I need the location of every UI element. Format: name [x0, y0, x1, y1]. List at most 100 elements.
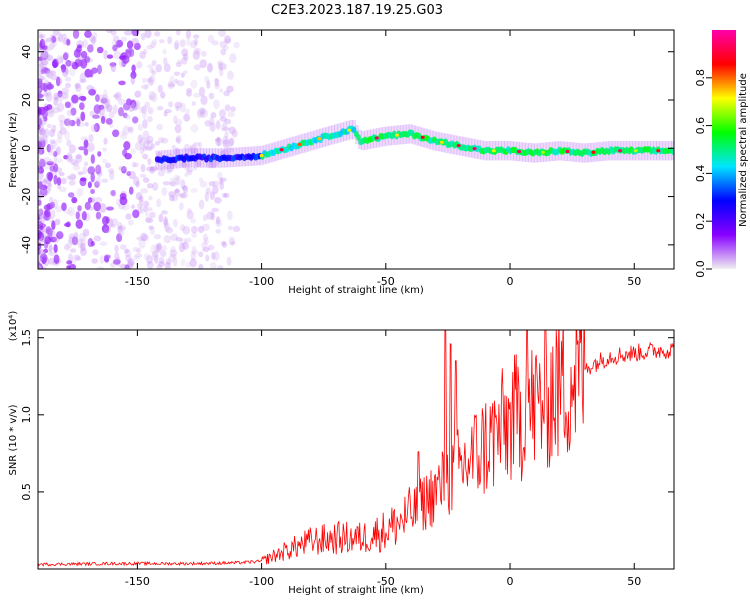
heatmap-cell — [147, 106, 154, 115]
spectrogram-frame — [37, 29, 675, 270]
heatmap-cell — [112, 104, 118, 114]
heatmap-cell — [210, 211, 215, 221]
y-tick-label: -20 — [20, 188, 33, 206]
heatmap-cell — [145, 217, 154, 224]
heatmap-cell — [68, 119, 76, 127]
heatmap-cell — [139, 137, 146, 146]
heatmap-cell — [161, 187, 168, 196]
heatmap-cell — [64, 243, 71, 251]
heatmap-cell — [193, 92, 201, 98]
heatmap-cell — [132, 162, 139, 168]
heatmap-cell — [170, 253, 177, 259]
heatmap-cell — [70, 60, 75, 66]
heatmap-cell — [80, 111, 86, 122]
heatmap-cell — [124, 249, 132, 258]
heatmap-cell — [90, 154, 95, 164]
heatmap-cell — [84, 201, 91, 211]
heatmap-cell — [146, 45, 154, 50]
heatmap-cell — [130, 71, 137, 79]
heatmap-cell — [169, 75, 175, 86]
heatmap-cell — [224, 118, 232, 125]
heatmap-cell — [70, 107, 77, 116]
heatmap-cell — [206, 160, 214, 169]
heatmap-cell — [80, 58, 88, 69]
heatmap-cell — [132, 101, 138, 111]
heatmap-cell — [143, 200, 150, 208]
heatmap-cell — [127, 258, 135, 267]
heatmap-cell — [77, 238, 84, 249]
heatmap-cell — [202, 214, 208, 222]
heatmap-cell — [279, 148, 284, 152]
y-tick-label: 1.5 — [20, 329, 33, 347]
heatmap-cell — [151, 250, 159, 258]
colorbar-tick-label: 0.6 — [694, 117, 707, 135]
heatmap-cell — [95, 211, 102, 220]
heatmap-cell — [80, 247, 87, 256]
heatmap-cell — [193, 38, 198, 46]
heatmap-cell — [180, 192, 189, 199]
heatmap-cell — [189, 40, 198, 49]
heatmap-cell — [214, 78, 220, 87]
heatmap-cell — [55, 36, 60, 42]
snr-panel: -150 -100 -50 0 50 0.5 1.0 1.5 Height of straig… — [8, 311, 675, 596]
heatmap-cell — [214, 82, 220, 90]
heatmap-cell — [114, 91, 122, 101]
heatmap-cell — [132, 209, 140, 219]
heatmap-cell — [38, 196, 42, 203]
heatmap-cell — [127, 219, 134, 226]
heatmap-cell — [162, 57, 168, 65]
heatmap-cell — [182, 53, 189, 61]
x-tick-label: 0 — [507, 275, 514, 288]
heatmap-cell — [204, 120, 212, 127]
heatmap-cell — [182, 160, 191, 171]
heatmap-cell — [45, 92, 53, 103]
heatmap-cell — [218, 30, 226, 37]
heatmap-cell — [150, 244, 158, 254]
heatmap-cell — [189, 144, 198, 155]
x-tick-label: -100 — [249, 275, 274, 288]
heatmap-cell — [124, 264, 130, 269]
heatmap-cell — [193, 64, 201, 71]
heatmap-cell — [43, 156, 51, 164]
heatmap-cell — [227, 70, 234, 81]
heatmap-cell — [88, 133, 94, 143]
colorbar-gradient — [712, 30, 736, 269]
heatmap-cell — [112, 35, 120, 43]
heatmap-cell — [75, 256, 82, 262]
heatmap-cell — [38, 201, 43, 207]
heatmap-cell — [183, 113, 191, 122]
heatmap-cell — [146, 207, 153, 212]
heatmap-cell — [203, 233, 208, 243]
heatmap-cell — [139, 146, 145, 155]
y-tick-label: 0.5 — [20, 483, 33, 501]
heatmap-cell — [160, 91, 166, 99]
heatmap-cell — [38, 263, 44, 269]
heatmap-cell — [131, 102, 136, 112]
heatmap-cell — [142, 118, 148, 129]
heatmap-cell — [55, 158, 63, 163]
heatmap-cell — [86, 85, 94, 91]
heatmap-cell — [102, 147, 108, 152]
heatmap-cell — [80, 243, 86, 252]
heatmap-cell — [74, 82, 81, 89]
heatmap-cell — [61, 202, 67, 212]
heatmap-cell — [39, 49, 46, 60]
heatmap-cell — [56, 93, 64, 103]
heatmap-cell — [186, 210, 194, 220]
heatmap-cell — [56, 102, 65, 112]
heatmap-cell — [124, 114, 131, 120]
heatmap-cell — [38, 229, 42, 240]
heatmap-cell — [41, 179, 47, 184]
heatmap-cell — [160, 137, 169, 144]
heatmap-cell — [119, 244, 127, 250]
heatmap-cell — [206, 211, 215, 220]
heatmap-cell — [347, 128, 352, 132]
heatmap-cell — [38, 148, 43, 157]
heatmap-cell — [227, 111, 235, 118]
heatmap-cell — [173, 178, 180, 185]
heatmap-cell — [121, 130, 127, 136]
heatmap-cell — [101, 178, 109, 184]
heatmap-cell — [204, 76, 210, 83]
heatmap-cell — [78, 95, 87, 101]
heatmap-cell — [55, 76, 61, 87]
